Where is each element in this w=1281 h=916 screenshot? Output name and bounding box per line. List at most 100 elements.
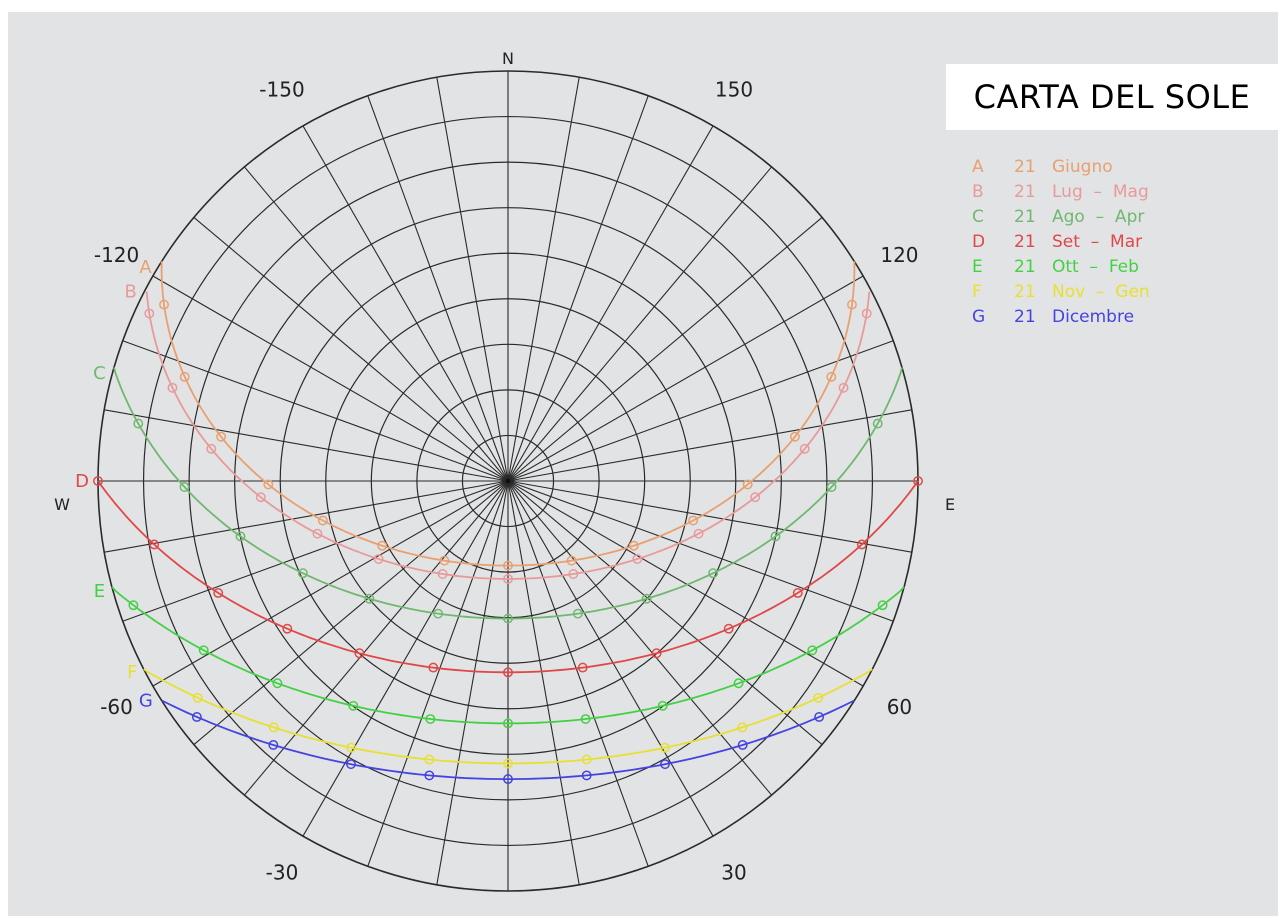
- hour-marker-A: [179, 371, 190, 382]
- legend-months: Ott – Feb: [1052, 257, 1139, 277]
- legend: A 21 Giugno B 21 Lug – Mag C 21 Ago – Apr D 21 Set …: [972, 157, 1150, 327]
- hour-marker-B: [568, 569, 579, 579]
- series-label-D: D: [75, 471, 89, 492]
- azimuth-spoke: [507, 480, 580, 885]
- hour-marker-B: [799, 443, 810, 454]
- legend-months: Lug – Mag: [1052, 182, 1149, 202]
- chart-title: CARTA DEL SOLE: [973, 78, 1251, 116]
- hour-marker-D: [282, 623, 293, 634]
- hour-marker-A: [503, 560, 513, 571]
- hour-marker-G: [581, 770, 592, 781]
- compass-east-label: E: [945, 495, 955, 514]
- azimuth-tick-label: -150: [259, 78, 304, 102]
- hour-marker-G: [503, 774, 513, 785]
- hour-marker-B: [693, 528, 704, 539]
- hour-marker-A: [566, 555, 577, 566]
- azimuth-spoke: [507, 480, 649, 867]
- hour-marker-D: [723, 623, 734, 634]
- hour-marker-E: [198, 645, 209, 656]
- legend-item: D 21 Set – Mar: [972, 232, 1142, 252]
- hour-marker-A: [688, 515, 699, 526]
- hour-marker-F: [659, 742, 670, 753]
- azimuth-spoke: [507, 95, 649, 482]
- azimuth-spoke: [152, 275, 509, 482]
- azimuth-spoke: [507, 480, 714, 837]
- legend-key: C: [972, 207, 984, 227]
- legend-key: B: [972, 182, 984, 202]
- azimuth-spoke: [507, 480, 823, 745]
- legend-item: E 21 Ott – Feb: [972, 257, 1139, 277]
- azimuth-spoke: [104, 409, 509, 482]
- legend-day: 21: [1014, 282, 1036, 302]
- hour-marker-A: [742, 479, 753, 490]
- hour-marker-B: [838, 382, 849, 393]
- legend-day: 21: [1014, 207, 1036, 227]
- hour-marker-F: [503, 758, 513, 769]
- legend-key: D: [972, 232, 985, 252]
- series-label-B: B: [124, 282, 136, 303]
- hour-marker-D: [213, 587, 224, 598]
- legend-months: Giugno: [1052, 157, 1113, 177]
- azimuth-spoke: [104, 480, 509, 553]
- hour-marker-C: [297, 568, 308, 579]
- sun-path-C: [113, 367, 903, 620]
- series-label-C: C: [93, 363, 106, 384]
- azimuth-spoke: [507, 480, 864, 687]
- chart-background: [8, 12, 1278, 916]
- hour-marker-D: [93, 476, 103, 486]
- azimuth-tick-label: -60: [100, 695, 133, 719]
- hour-marker-C: [133, 418, 144, 429]
- hour-marker-A: [263, 479, 274, 490]
- series-label-A: A: [139, 257, 152, 278]
- hour-marker-G: [424, 770, 435, 781]
- hour-marker-B: [206, 443, 217, 454]
- hour-marker-F: [813, 692, 824, 703]
- sun-path-curves: AB C D E FG: [75, 257, 923, 785]
- hour-marker-D: [913, 476, 923, 486]
- zenith-dot: [505, 478, 511, 484]
- hour-marker-E: [807, 645, 818, 656]
- compass-west-label: W: [54, 495, 70, 514]
- hour-marker-G: [737, 740, 748, 750]
- hour-marker-B: [861, 308, 872, 319]
- hour-marker-D: [503, 667, 513, 678]
- hour-marker-G: [346, 759, 356, 770]
- hour-marker-A: [377, 540, 388, 551]
- azimuth-spoke: [244, 166, 509, 482]
- legend-day: 21: [1014, 307, 1036, 327]
- legend-item: A 21 Giugno: [972, 157, 1113, 177]
- compass-north-label: N: [502, 49, 514, 68]
- hour-marker-E: [128, 600, 139, 611]
- azimuth-tick-label: 120: [880, 243, 918, 267]
- hour-marker-A: [216, 431, 227, 442]
- azimuth-spoke: [436, 77, 509, 482]
- hour-marker-B: [750, 492, 761, 503]
- hour-marker-B: [144, 308, 155, 319]
- legend-item: G 21 Dicembre: [972, 307, 1134, 327]
- hour-marker-C: [826, 482, 837, 492]
- azimuth-spoke: [507, 275, 864, 482]
- azimuth-spoke: [152, 480, 509, 687]
- hour-marker-C: [503, 613, 513, 624]
- hour-marker-F: [192, 692, 203, 703]
- hour-marker-A: [628, 540, 639, 551]
- hour-marker-D: [651, 648, 662, 659]
- azimuth-tick-label: 60: [887, 695, 912, 719]
- hour-marker-D: [577, 662, 588, 673]
- azimuth-tick-label: 150: [715, 78, 753, 102]
- hour-marker-C: [433, 608, 444, 619]
- hour-marker-E: [733, 678, 744, 689]
- hour-marker-F: [268, 722, 279, 733]
- azimuth-spoke: [122, 340, 509, 482]
- hour-marker-B: [503, 573, 513, 584]
- hour-marker-F: [346, 742, 357, 753]
- hour-marker-E: [425, 714, 436, 724]
- hour-marker-A: [439, 555, 450, 566]
- hour-marker-G: [660, 759, 670, 770]
- legend-months: Set – Mar: [1052, 232, 1142, 252]
- legend-key: E: [972, 257, 983, 277]
- hour-marker-G: [814, 711, 825, 722]
- hour-marker-E: [272, 678, 283, 689]
- azimuth-spoke: [507, 480, 894, 622]
